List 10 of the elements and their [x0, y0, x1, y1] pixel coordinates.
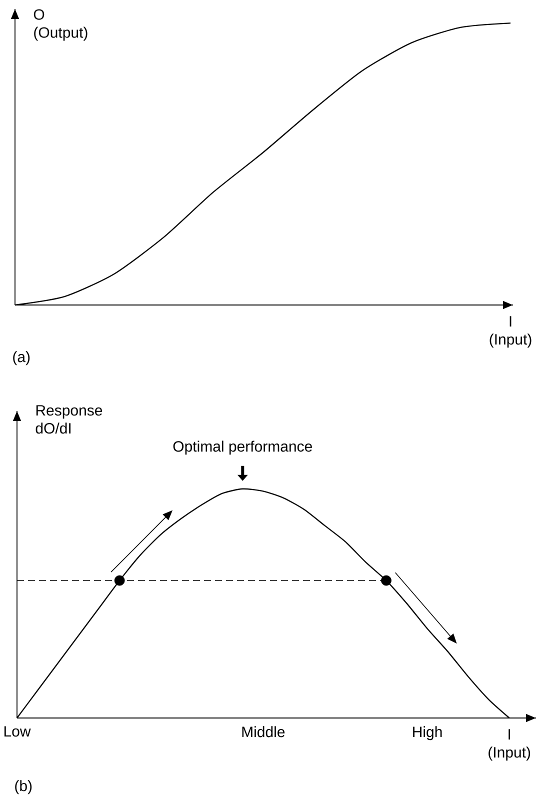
x-tick-label: Middle — [242, 726, 285, 738]
x-axis-title: I (Input) — [488, 729, 530, 761]
text: (b) — [15, 780, 32, 794]
text: (a) — [13, 351, 30, 366]
y-axis-title: O (Output) — [34, 9, 88, 41]
y-axis-title: Response dO/dI — [36, 405, 102, 434]
x-tick-label: Low — [4, 726, 31, 737]
x-tick-label: High — [413, 726, 442, 740]
annotation: Optimal performance — [173, 440, 312, 455]
x-axis-title: I (Input) — [490, 316, 532, 348]
